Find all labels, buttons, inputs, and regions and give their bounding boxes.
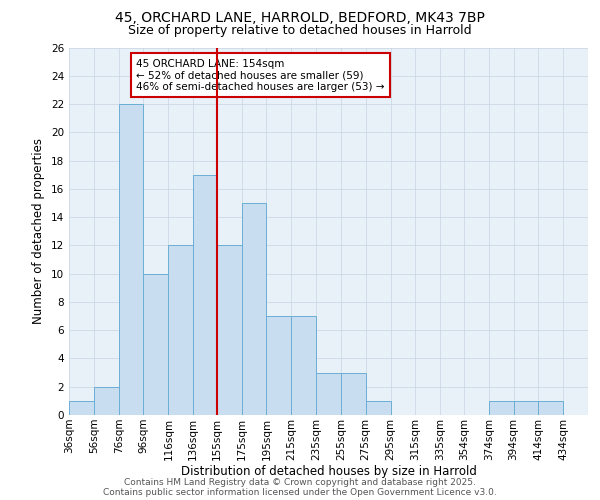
Bar	[316, 372, 341, 415]
Bar	[266, 316, 291, 415]
Bar	[69, 401, 94, 415]
Bar	[538, 401, 563, 415]
Text: Contains HM Land Registry data © Crown copyright and database right 2025.: Contains HM Land Registry data © Crown c…	[124, 478, 476, 487]
Bar	[94, 386, 119, 415]
Bar	[193, 174, 217, 415]
Bar	[366, 401, 391, 415]
Y-axis label: Number of detached properties: Number of detached properties	[32, 138, 46, 324]
Bar	[143, 274, 169, 415]
Bar	[119, 104, 143, 415]
Bar	[217, 246, 242, 415]
Bar	[169, 246, 193, 415]
Bar	[341, 372, 366, 415]
Text: Size of property relative to detached houses in Harrold: Size of property relative to detached ho…	[128, 24, 472, 37]
Text: 45, ORCHARD LANE, HARROLD, BEDFORD, MK43 7BP: 45, ORCHARD LANE, HARROLD, BEDFORD, MK43…	[115, 11, 485, 25]
Bar	[488, 401, 514, 415]
Text: Contains public sector information licensed under the Open Government Licence v3: Contains public sector information licen…	[103, 488, 497, 497]
Bar	[514, 401, 538, 415]
X-axis label: Distribution of detached houses by size in Harrold: Distribution of detached houses by size …	[181, 466, 476, 478]
Bar	[242, 203, 266, 415]
Text: 45 ORCHARD LANE: 154sqm
← 52% of detached houses are smaller (59)
46% of semi-de: 45 ORCHARD LANE: 154sqm ← 52% of detache…	[136, 58, 385, 92]
Bar	[291, 316, 316, 415]
